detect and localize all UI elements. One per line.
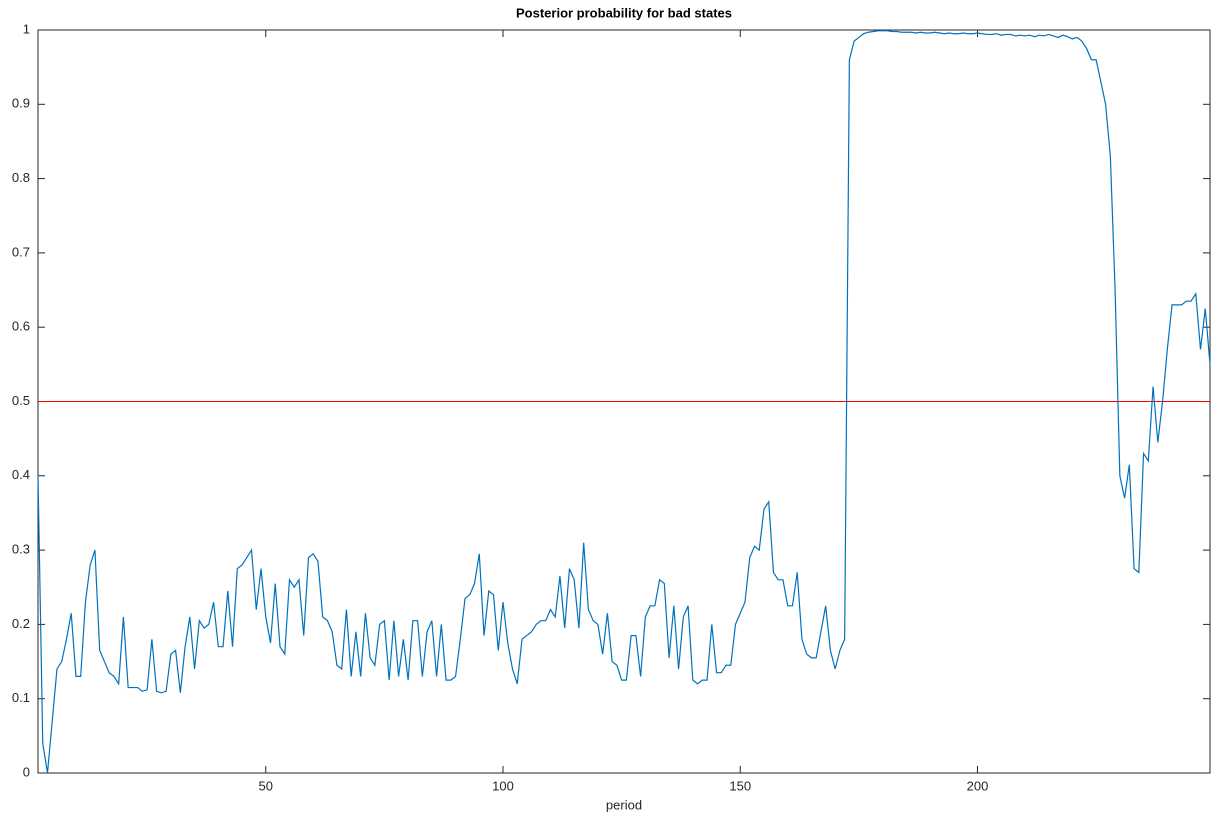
- y-tick-label: 0.2: [12, 616, 30, 631]
- x-tick-label: 200: [967, 778, 989, 793]
- x-tick-label: 50: [259, 778, 273, 793]
- x-axis-label: period: [606, 797, 642, 812]
- x-tick-label: 150: [729, 778, 751, 793]
- chart-title: Posterior probability for bad states: [516, 5, 732, 20]
- x-tick-label: 100: [492, 778, 514, 793]
- y-tick-label: 0.5: [12, 393, 30, 408]
- data-line: [37, 30, 1211, 774]
- y-tick-label: 0.8: [12, 170, 30, 185]
- y-tick-label: 0.7: [12, 244, 30, 259]
- y-tick-label: 0.1: [12, 690, 30, 705]
- y-tick-label: 0.3: [12, 542, 30, 557]
- y-tick-label: 0.9: [12, 96, 30, 111]
- y-tick-label: 0.6: [12, 319, 30, 334]
- y-tick-label: 0.4: [12, 467, 30, 482]
- y-tick-label: 0: [23, 764, 30, 779]
- y-tick-label: 1: [23, 21, 30, 36]
